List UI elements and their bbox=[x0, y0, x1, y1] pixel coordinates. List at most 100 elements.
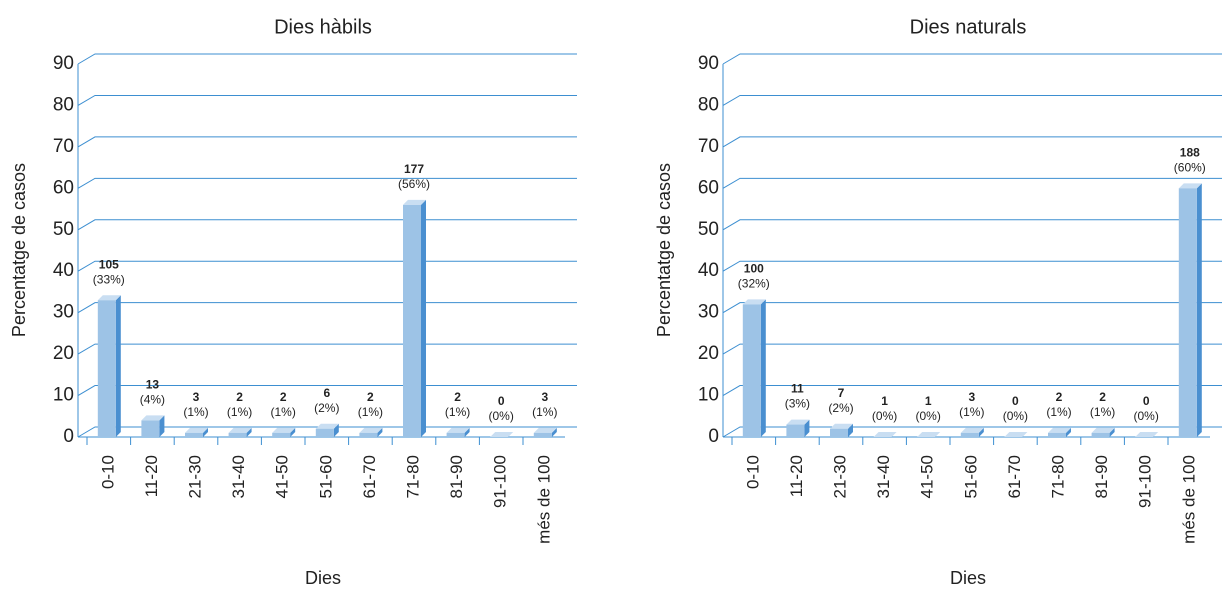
y-tick-label: 30 bbox=[53, 302, 74, 323]
x-tick-label: 0-10 bbox=[743, 455, 762, 489]
bar-top bbox=[873, 432, 897, 437]
value-label: (2%) bbox=[314, 401, 339, 415]
bar-side bbox=[377, 427, 383, 437]
grid-line bbox=[77, 136, 577, 148]
bar-side bbox=[421, 199, 426, 437]
bar-top bbox=[1004, 432, 1028, 437]
value-label: (1%) bbox=[227, 405, 252, 419]
y-tick-label: 70 bbox=[53, 136, 74, 157]
bar-top bbox=[1178, 183, 1202, 189]
bar-top bbox=[403, 199, 426, 205]
x-tick-label: 21-30 bbox=[185, 455, 204, 498]
value-label: (1%) bbox=[183, 405, 208, 419]
value-label: (0%) bbox=[1134, 409, 1159, 423]
bar-side bbox=[760, 299, 766, 437]
x-tick-label: 41-50 bbox=[273, 455, 292, 498]
x-tick-label: 11-20 bbox=[142, 455, 161, 497]
y-tick-label: 30 bbox=[698, 302, 719, 323]
value-label: (1%) bbox=[445, 405, 470, 419]
y-tick-label: 70 bbox=[698, 136, 719, 157]
count-label: 13 bbox=[146, 378, 160, 392]
grid-line bbox=[77, 177, 577, 189]
grid-line bbox=[77, 260, 577, 272]
count-label: 0 bbox=[1143, 394, 1150, 408]
y-tick-label: 40 bbox=[698, 260, 719, 281]
bar-top bbox=[1048, 427, 1071, 433]
x-tick-label: 31-40 bbox=[229, 455, 248, 498]
value-label: (2%) bbox=[828, 401, 853, 415]
bar bbox=[97, 300, 116, 437]
value-label: (32%) bbox=[738, 277, 770, 291]
bar bbox=[315, 428, 334, 437]
count-label: 1 bbox=[881, 394, 888, 408]
bar-top bbox=[960, 427, 984, 433]
bar-top bbox=[830, 423, 853, 429]
bar-top bbox=[359, 427, 383, 433]
x-tick-label: 61-70 bbox=[1005, 455, 1024, 498]
grid-line bbox=[722, 426, 1222, 438]
count-label: 188 bbox=[1180, 146, 1200, 160]
bar-top bbox=[141, 415, 165, 421]
count-label: 1 bbox=[925, 394, 932, 408]
value-label: (0%) bbox=[489, 409, 514, 423]
chart-title: Dies naturals bbox=[910, 16, 1027, 38]
bar-side bbox=[1109, 427, 1115, 437]
bar-top bbox=[1135, 432, 1159, 437]
y-tick-label: 90 bbox=[698, 53, 719, 74]
bar-top bbox=[446, 427, 470, 433]
count-label: 2 bbox=[236, 390, 243, 404]
value-label: (1%) bbox=[959, 405, 984, 419]
x-tick-label: 91-100 bbox=[491, 455, 510, 508]
bar bbox=[1178, 188, 1197, 437]
y-axis-title: Percentatge de casos bbox=[9, 163, 29, 337]
x-tick-label: més de 100 bbox=[534, 455, 553, 544]
grid-line bbox=[722, 136, 1222, 148]
grid-line bbox=[722, 385, 1222, 396]
count-label: 2 bbox=[1099, 390, 1106, 404]
count-label: 2 bbox=[454, 390, 461, 404]
value-label: (3%) bbox=[785, 397, 810, 411]
chart-title: Dies hàbils bbox=[274, 16, 372, 38]
value-label: (60%) bbox=[1174, 161, 1206, 175]
grid-line bbox=[77, 343, 577, 355]
y-tick-label: 50 bbox=[53, 219, 74, 240]
bar-side bbox=[804, 419, 810, 437]
count-label: 100 bbox=[744, 262, 764, 276]
y-tick-label: 40 bbox=[53, 260, 74, 281]
count-label: 177 bbox=[404, 162, 424, 176]
bar-side bbox=[159, 415, 165, 437]
bar bbox=[960, 432, 979, 437]
value-label: (0%) bbox=[1003, 409, 1028, 423]
bar bbox=[786, 424, 805, 437]
y-tick-label: 0 bbox=[708, 426, 719, 447]
value-label: (1%) bbox=[1090, 405, 1115, 419]
bar-top bbox=[185, 427, 208, 433]
x-tick-label: 61-70 bbox=[360, 455, 379, 498]
bar-top bbox=[490, 432, 514, 437]
count-label: 0 bbox=[1012, 394, 1019, 408]
bar-side bbox=[115, 295, 121, 437]
grid-line bbox=[77, 94, 577, 106]
x-tick-label: 51-60 bbox=[961, 455, 980, 498]
bar-side bbox=[290, 427, 296, 437]
x-tick-label: més de 100 bbox=[1179, 455, 1198, 544]
x-tick-label: 81-90 bbox=[447, 455, 466, 498]
value-label: (33%) bbox=[93, 272, 125, 286]
count-label: 3 bbox=[541, 390, 548, 404]
x-tick-label: 31-40 bbox=[874, 455, 893, 498]
grid-line bbox=[77, 302, 577, 314]
y-tick-label: 10 bbox=[698, 385, 719, 406]
x-tick-label: 71-80 bbox=[1048, 455, 1067, 498]
bar bbox=[830, 428, 848, 437]
count-label: 3 bbox=[968, 390, 975, 404]
y-tick-label: 80 bbox=[698, 94, 719, 115]
count-label: 7 bbox=[838, 386, 845, 400]
y-tick-label: 50 bbox=[698, 219, 719, 240]
bar bbox=[141, 420, 160, 437]
bar bbox=[1091, 432, 1110, 437]
count-label: 2 bbox=[280, 390, 287, 404]
grid-line bbox=[77, 219, 577, 231]
count-label: 2 bbox=[1056, 390, 1063, 404]
